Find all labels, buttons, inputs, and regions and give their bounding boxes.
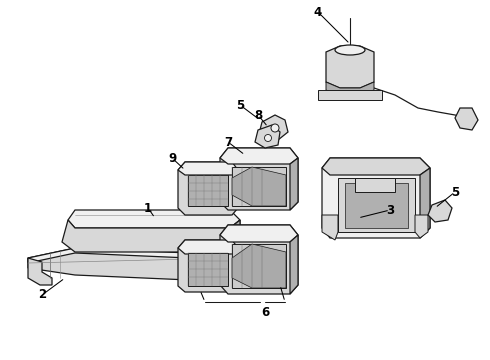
Polygon shape (178, 240, 238, 292)
Polygon shape (178, 162, 238, 175)
Polygon shape (345, 183, 408, 228)
Polygon shape (220, 148, 298, 164)
Polygon shape (326, 46, 374, 88)
Ellipse shape (335, 45, 365, 55)
Text: 6: 6 (261, 306, 269, 319)
Text: 7: 7 (224, 135, 232, 149)
Polygon shape (318, 90, 382, 100)
Polygon shape (322, 215, 338, 240)
Text: 5: 5 (451, 185, 459, 198)
Polygon shape (220, 225, 298, 242)
Polygon shape (326, 82, 374, 96)
Text: 5: 5 (236, 99, 244, 112)
Text: 4: 4 (314, 5, 322, 18)
Text: 2: 2 (38, 288, 46, 302)
Circle shape (271, 124, 279, 132)
Polygon shape (178, 240, 238, 254)
Polygon shape (415, 215, 428, 238)
Polygon shape (455, 108, 478, 130)
Text: 9: 9 (168, 152, 176, 165)
Polygon shape (290, 158, 298, 210)
Polygon shape (220, 225, 298, 294)
Polygon shape (420, 168, 430, 238)
Text: 8: 8 (254, 108, 262, 122)
Polygon shape (220, 148, 298, 210)
Text: 1: 1 (144, 202, 152, 215)
Polygon shape (232, 244, 286, 288)
Polygon shape (338, 178, 415, 232)
Polygon shape (290, 235, 298, 294)
Polygon shape (322, 158, 430, 175)
Polygon shape (322, 158, 430, 238)
Polygon shape (28, 258, 52, 285)
Text: 3: 3 (386, 203, 394, 216)
Polygon shape (28, 248, 242, 282)
Polygon shape (188, 253, 228, 286)
Polygon shape (260, 115, 288, 140)
Polygon shape (232, 244, 286, 288)
Polygon shape (68, 210, 240, 228)
Polygon shape (232, 167, 286, 206)
Polygon shape (232, 167, 286, 206)
Polygon shape (210, 258, 235, 282)
Polygon shape (62, 220, 240, 252)
Polygon shape (355, 178, 395, 192)
Polygon shape (428, 200, 452, 222)
Polygon shape (188, 175, 228, 206)
Polygon shape (178, 162, 238, 215)
Circle shape (265, 135, 271, 141)
Polygon shape (28, 248, 242, 263)
Polygon shape (230, 220, 240, 252)
Polygon shape (255, 125, 280, 148)
